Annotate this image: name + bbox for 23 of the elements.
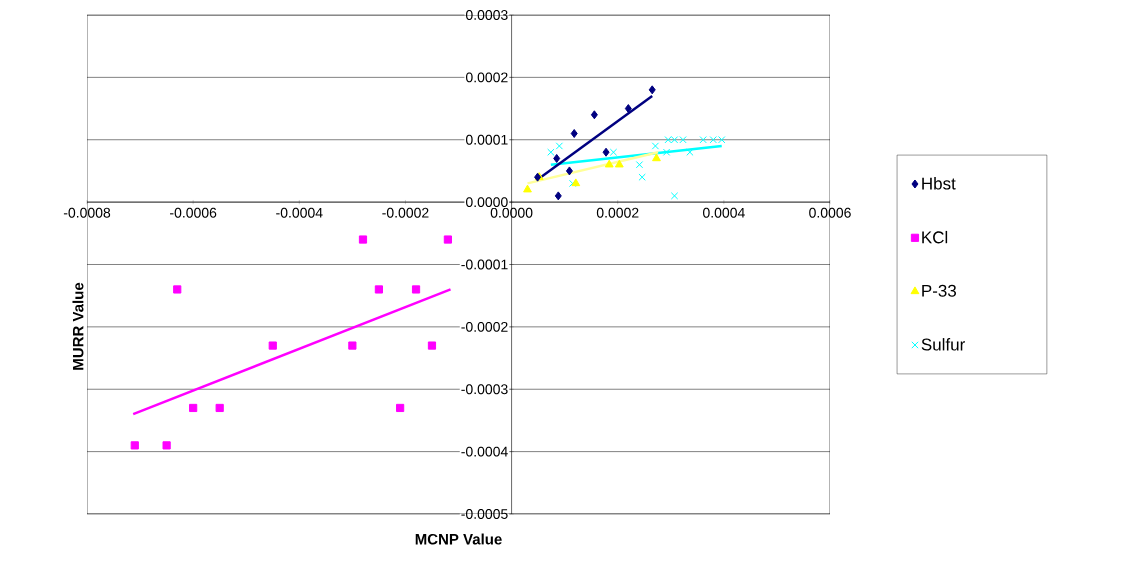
y-tick-label: 0.0000 [465, 197, 508, 208]
legend-label: Hbst [922, 177, 956, 190]
legend-label: KCl [922, 230, 948, 244]
x-tick-label: -0.0008 [63, 207, 111, 218]
x-tick-label: 0.0004 [703, 207, 745, 218]
y-tick-label: -0.0005 [461, 509, 508, 519]
x-tick-label: -0.0002 [382, 207, 429, 218]
x-tick-label: 0.0002 [596, 207, 639, 218]
y-tick-label: -0.0001 [461, 259, 508, 270]
x-tick-label: -0.0004 [276, 207, 323, 218]
x-tick-label: -0.0006 [170, 207, 217, 218]
x-tick-label: 0.0000 [490, 207, 533, 218]
y-tick-label: 0.0003 [465, 10, 508, 20]
y-tick-label: 0.0001 [465, 134, 508, 145]
y-tick-label: -0.0003 [461, 384, 508, 395]
x-axis-title: MCNP Value [415, 533, 502, 545]
y-axis-title: MURR Value [72, 282, 84, 370]
x-tick-label: 0.0006 [809, 207, 851, 218]
y-tick-label: -0.0002 [461, 321, 508, 332]
y-tick-label: 0.0002 [465, 72, 508, 83]
legend-label: P-33 [922, 284, 957, 297]
legend-label: Sulfur [921, 338, 965, 351]
y-tick-label: -0.0004 [461, 446, 508, 457]
